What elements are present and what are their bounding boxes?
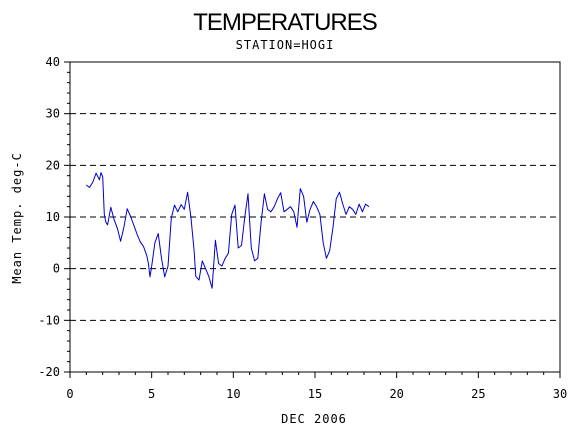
data-series: [85, 172, 370, 289]
y-tick-label: -10: [38, 313, 60, 327]
x-axis-label: DEC 2006: [281, 412, 347, 426]
y-tick-label: -20: [38, 365, 60, 379]
y-tick-label: 10: [46, 210, 60, 224]
x-tick-label: 5: [148, 387, 155, 401]
y-axis-label: Mean Temp. deg-C: [10, 152, 24, 284]
chart-title: TEMPERATURES: [193, 9, 377, 36]
temperature-series-line: [85, 172, 370, 289]
y-tick-label: 20: [46, 158, 60, 172]
x-tick-label: 25: [471, 387, 485, 401]
x-tick-label: 10: [226, 387, 240, 401]
x-tick-label: 30: [553, 387, 567, 401]
y-tick-label: 30: [46, 107, 60, 121]
x-tick-label: 20: [389, 387, 403, 401]
chart-subtitle: STATION=HOGI: [236, 38, 335, 52]
y-tick-label: 0: [53, 262, 60, 276]
y-tick-label: 40: [46, 55, 60, 69]
tick-labels: -20 -10 0 10 20 30 40 0 5 10 15 20 25 30: [38, 55, 567, 401]
x-tick-label: 15: [308, 387, 322, 401]
x-tick-label: 0: [66, 387, 73, 401]
axes: [64, 61, 561, 378]
grid-lines: [70, 61, 560, 373]
